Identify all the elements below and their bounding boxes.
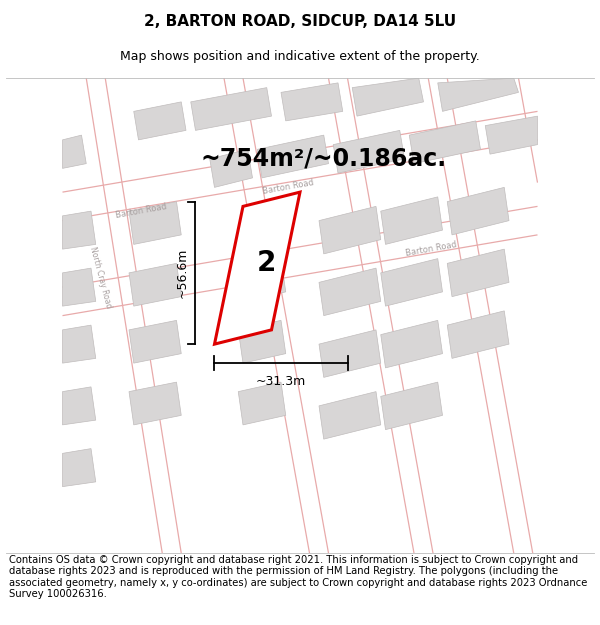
Polygon shape (62, 268, 96, 306)
Polygon shape (409, 121, 481, 164)
Text: ~56.6m: ~56.6m (175, 248, 188, 298)
Text: Barton Road: Barton Road (115, 202, 167, 220)
Polygon shape (62, 135, 86, 168)
Polygon shape (352, 78, 424, 116)
Polygon shape (319, 330, 381, 378)
Polygon shape (333, 131, 404, 173)
Polygon shape (319, 268, 381, 316)
Polygon shape (381, 259, 443, 306)
Text: Barton Road: Barton Road (404, 240, 457, 258)
Text: ~754m²/~0.186ac.: ~754m²/~0.186ac. (200, 147, 447, 171)
Polygon shape (215, 192, 300, 344)
Polygon shape (257, 135, 329, 178)
Polygon shape (129, 263, 181, 306)
Polygon shape (129, 382, 181, 425)
Text: 2, BARTON ROAD, SIDCUP, DA14 5LU: 2, BARTON ROAD, SIDCUP, DA14 5LU (144, 14, 456, 29)
Polygon shape (238, 321, 286, 363)
Polygon shape (381, 197, 443, 244)
Polygon shape (485, 116, 538, 154)
Polygon shape (238, 259, 286, 301)
Polygon shape (438, 78, 518, 111)
Text: Barton Road: Barton Road (262, 178, 315, 196)
Polygon shape (191, 88, 271, 131)
Polygon shape (281, 83, 343, 121)
Polygon shape (381, 321, 443, 368)
Polygon shape (319, 392, 381, 439)
Polygon shape (447, 311, 509, 358)
Text: 2: 2 (257, 249, 277, 278)
Polygon shape (129, 202, 181, 244)
Polygon shape (62, 449, 96, 487)
Polygon shape (447, 249, 509, 297)
Text: Map shows position and indicative extent of the property.: Map shows position and indicative extent… (120, 50, 480, 62)
Text: Contains OS data © Crown copyright and database right 2021. This information is : Contains OS data © Crown copyright and d… (9, 554, 587, 599)
Polygon shape (447, 188, 509, 235)
Text: ~31.3m: ~31.3m (256, 375, 306, 388)
Polygon shape (129, 321, 181, 363)
Polygon shape (62, 387, 96, 425)
Polygon shape (381, 382, 443, 429)
Polygon shape (62, 325, 96, 363)
Polygon shape (134, 102, 186, 140)
Polygon shape (319, 206, 381, 254)
Polygon shape (62, 211, 96, 249)
Polygon shape (238, 382, 286, 425)
Polygon shape (210, 149, 253, 188)
Text: North Cray Road: North Cray Road (88, 246, 113, 309)
